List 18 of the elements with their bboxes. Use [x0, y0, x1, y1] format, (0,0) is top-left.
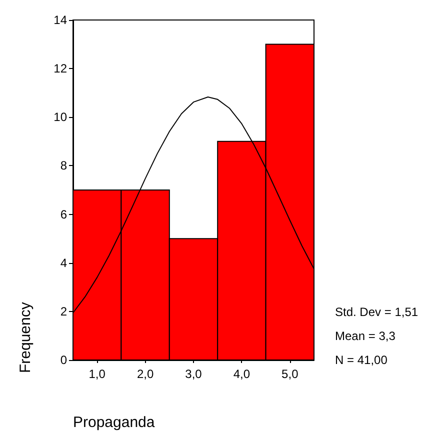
x-tick-label: 2,0: [136, 367, 154, 381]
y-tick-label: 4: [60, 256, 68, 270]
y-tick-label: 14: [54, 13, 68, 27]
y-axis-title: Frequency: [17, 302, 34, 373]
y-tick-label: 10: [54, 110, 68, 124]
y-tick-label: 0: [60, 353, 68, 367]
y-tick-label: 8: [60, 158, 68, 173]
text: Mean = 3,3: [335, 329, 396, 343]
x-tick-label: 3,0: [185, 367, 202, 381]
y-tick-label: 6: [60, 207, 68, 222]
x-axis-title: Propaganda: [73, 414, 156, 431]
text: Std. Dev = 1,51: [335, 305, 418, 319]
y-tick-label: 12: [54, 62, 68, 76]
x-tick-label: 4,0: [233, 367, 250, 381]
y-tick-label: 2: [60, 304, 68, 318]
x-tick-label: 1,0: [88, 367, 106, 381]
x-tick-label: 5,0: [282, 367, 299, 381]
text: N = 41,00: [335, 353, 388, 367]
